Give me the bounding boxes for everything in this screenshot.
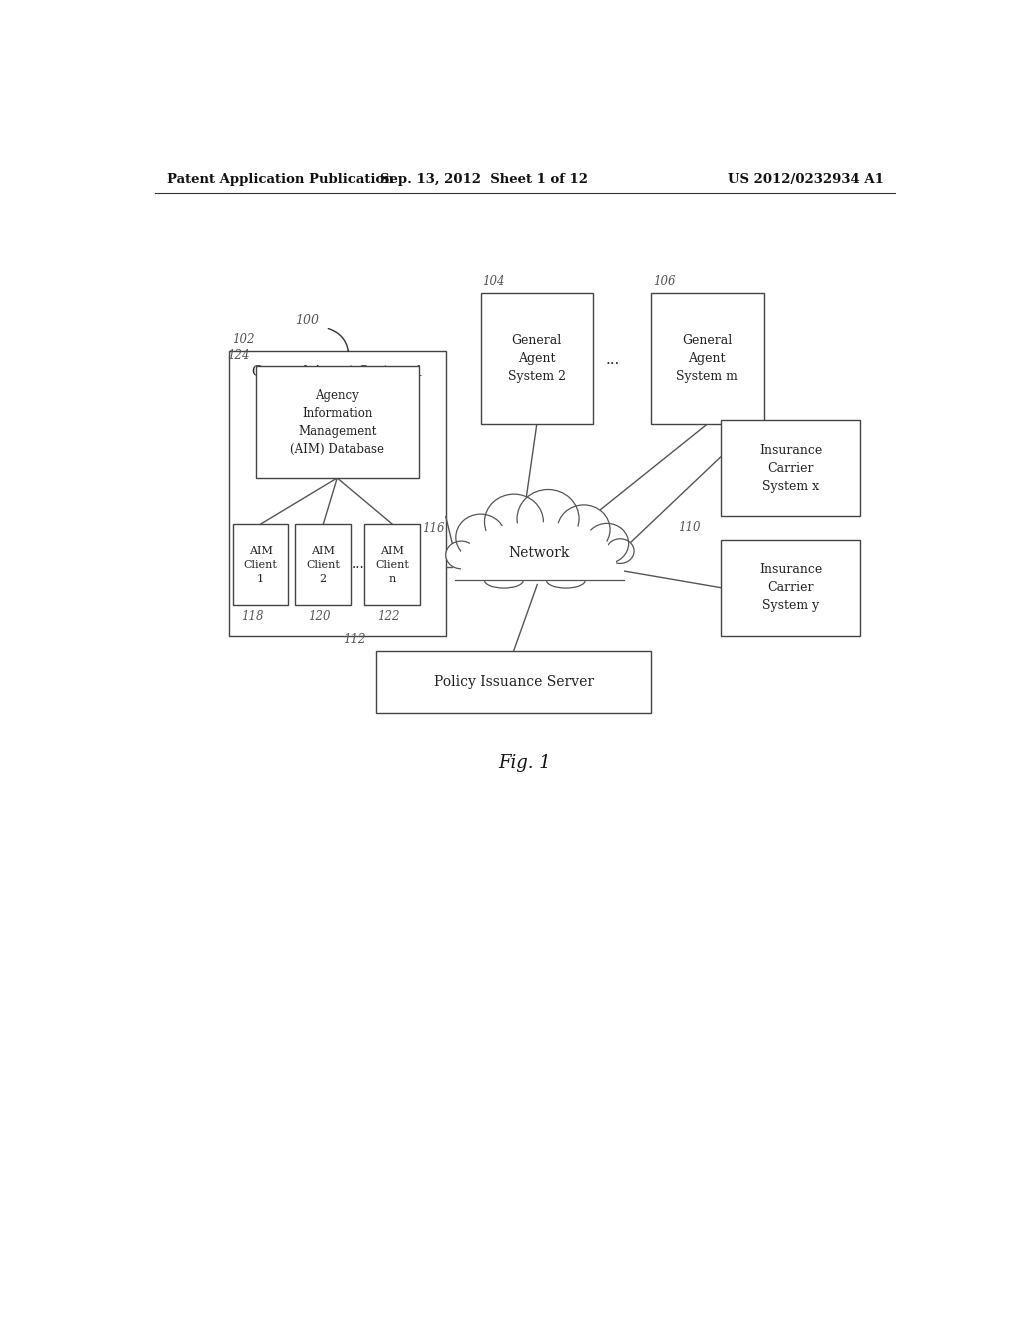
FancyBboxPatch shape	[651, 293, 764, 424]
Bar	[461, 552, 616, 579]
Text: AIM
Client
2: AIM Client 2	[306, 545, 340, 583]
Text: 116: 116	[422, 521, 444, 535]
Text: Policy Issuance Server: Policy Issuance Server	[433, 675, 594, 689]
Text: 108: 108	[678, 401, 700, 414]
Text: US 2012/0232934 A1: US 2012/0232934 A1	[728, 173, 884, 186]
FancyBboxPatch shape	[295, 524, 351, 605]
Text: Fig. 1: Fig. 1	[499, 754, 551, 772]
Text: 118: 118	[242, 610, 264, 623]
Text: 100: 100	[295, 314, 318, 326]
Text: General Agent System 1: General Agent System 1	[252, 366, 423, 379]
Ellipse shape	[445, 541, 477, 569]
Text: 104: 104	[482, 275, 505, 288]
Text: Insurance
Carrier
System y: Insurance Carrier System y	[759, 564, 822, 612]
Ellipse shape	[517, 490, 579, 548]
Ellipse shape	[484, 573, 523, 589]
Ellipse shape	[469, 523, 608, 573]
Text: Insurance
Carrier
System x: Insurance Carrier System x	[759, 444, 822, 492]
Text: Patent Application Publication: Patent Application Publication	[167, 173, 393, 186]
FancyBboxPatch shape	[228, 351, 445, 636]
Ellipse shape	[454, 527, 624, 583]
Ellipse shape	[484, 494, 544, 549]
Ellipse shape	[557, 506, 610, 554]
FancyBboxPatch shape	[480, 293, 593, 424]
Text: AIM
Client
1: AIM Client 1	[244, 545, 278, 583]
Text: ...: ...	[352, 557, 365, 572]
Text: 102: 102	[232, 333, 255, 346]
FancyBboxPatch shape	[376, 651, 651, 713]
Ellipse shape	[606, 539, 634, 564]
Text: 124: 124	[227, 350, 250, 363]
FancyBboxPatch shape	[256, 367, 419, 478]
Ellipse shape	[586, 524, 629, 564]
FancyBboxPatch shape	[721, 420, 860, 516]
FancyArrowPatch shape	[329, 329, 348, 351]
Text: Network: Network	[508, 545, 569, 560]
Text: ...: ...	[605, 354, 620, 367]
FancyBboxPatch shape	[232, 524, 289, 605]
Bar	[454, 552, 624, 582]
Text: 106: 106	[652, 275, 675, 288]
Text: Agency
Information
Management
(AIM) Database: Agency Information Management (AIM) Data…	[290, 388, 384, 455]
Text: 110: 110	[678, 521, 700, 535]
Text: Sep. 13, 2012  Sheet 1 of 12: Sep. 13, 2012 Sheet 1 of 12	[381, 173, 589, 186]
Text: AIM
Client
n: AIM Client n	[376, 545, 410, 583]
Text: 122: 122	[377, 610, 399, 623]
Ellipse shape	[547, 573, 586, 589]
FancyBboxPatch shape	[721, 540, 860, 636]
Text: General
Agent
System 2: General Agent System 2	[508, 334, 566, 383]
FancyBboxPatch shape	[365, 524, 420, 605]
Text: 112: 112	[343, 632, 366, 645]
Text: 120: 120	[308, 610, 331, 623]
Ellipse shape	[456, 515, 506, 561]
Text: General
Agent
System m: General Agent System m	[677, 334, 738, 383]
